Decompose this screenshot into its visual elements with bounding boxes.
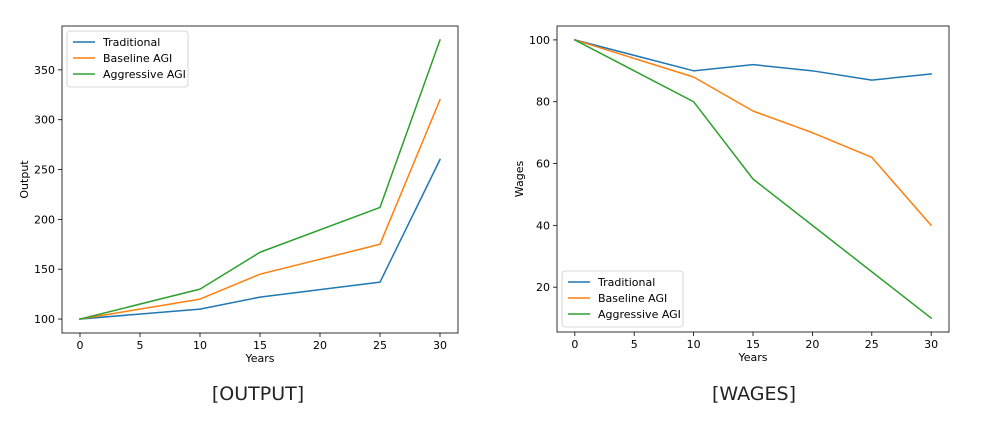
y-tick-label: 60 <box>536 158 550 171</box>
legend-label: Baseline AGI <box>103 52 172 65</box>
x-tick-label: 0 <box>571 338 578 351</box>
series-line-traditional <box>79 158 442 320</box>
x-tick-label: 0 <box>77 339 84 352</box>
wages-caption: [WAGES] <box>711 383 797 405</box>
x-tick-label: 5 <box>631 338 638 351</box>
series-line-baseline-agi <box>573 38 933 227</box>
legend-box <box>561 270 684 328</box>
x-tick-label: 20 <box>313 339 327 352</box>
y-tick-label: 200 <box>34 213 55 226</box>
legend-label: Aggressive AGI <box>103 68 186 81</box>
legend-label: Baseline AGI <box>598 292 667 305</box>
output-chart: 0 5 10 15 20 25 30 100 150 200 250 300 350 Years Outpu… <box>18 25 459 365</box>
x-tick-label: 5 <box>137 339 144 352</box>
y-axis-label: Output <box>18 160 31 199</box>
y-tick-label: 40 <box>536 219 550 232</box>
y-tick-label: 100 <box>34 313 55 326</box>
x-tick-label: 30 <box>924 338 938 351</box>
series-line-traditional <box>573 38 933 81</box>
output-caption: [OUTPUT] <box>211 383 305 405</box>
y-tick-label: 150 <box>34 263 55 276</box>
legend-label: Aggressive AGI <box>598 308 681 321</box>
legend-label: Traditional <box>597 276 655 289</box>
x-tick-label: 10 <box>193 339 207 352</box>
y-tick-label: 250 <box>34 164 55 177</box>
x-tick-label: 30 <box>433 339 447 352</box>
series-line-aggressive-agi <box>79 38 441 320</box>
series-line-aggressive-agi <box>573 38 933 320</box>
x-tick-label: 25 <box>865 338 879 351</box>
wages-chart: 0 5 10 15 20 25 30 20 40 60 80 100 Years Wages Traditi… <box>513 25 950 364</box>
legend-box <box>66 30 189 88</box>
y-tick-label: 100 <box>529 34 550 47</box>
legend-label: Traditional <box>102 36 160 49</box>
y-tick-label: 300 <box>34 114 55 127</box>
x-tick-label: 15 <box>253 339 267 352</box>
x-tick-label: 25 <box>373 339 387 352</box>
y-axis-label: Wages <box>513 161 526 198</box>
x-tick-label: 10 <box>687 338 701 351</box>
x-tick-label: 15 <box>746 338 760 351</box>
y-tick-label: 80 <box>536 96 550 109</box>
x-axis-label: Years <box>737 351 767 364</box>
y-tick-label: 350 <box>34 64 55 77</box>
x-tick-label: 20 <box>805 338 819 351</box>
series-line-baseline-agi <box>79 98 441 320</box>
x-axis-label: Years <box>244 352 274 365</box>
y-tick-label: 20 <box>536 281 550 294</box>
